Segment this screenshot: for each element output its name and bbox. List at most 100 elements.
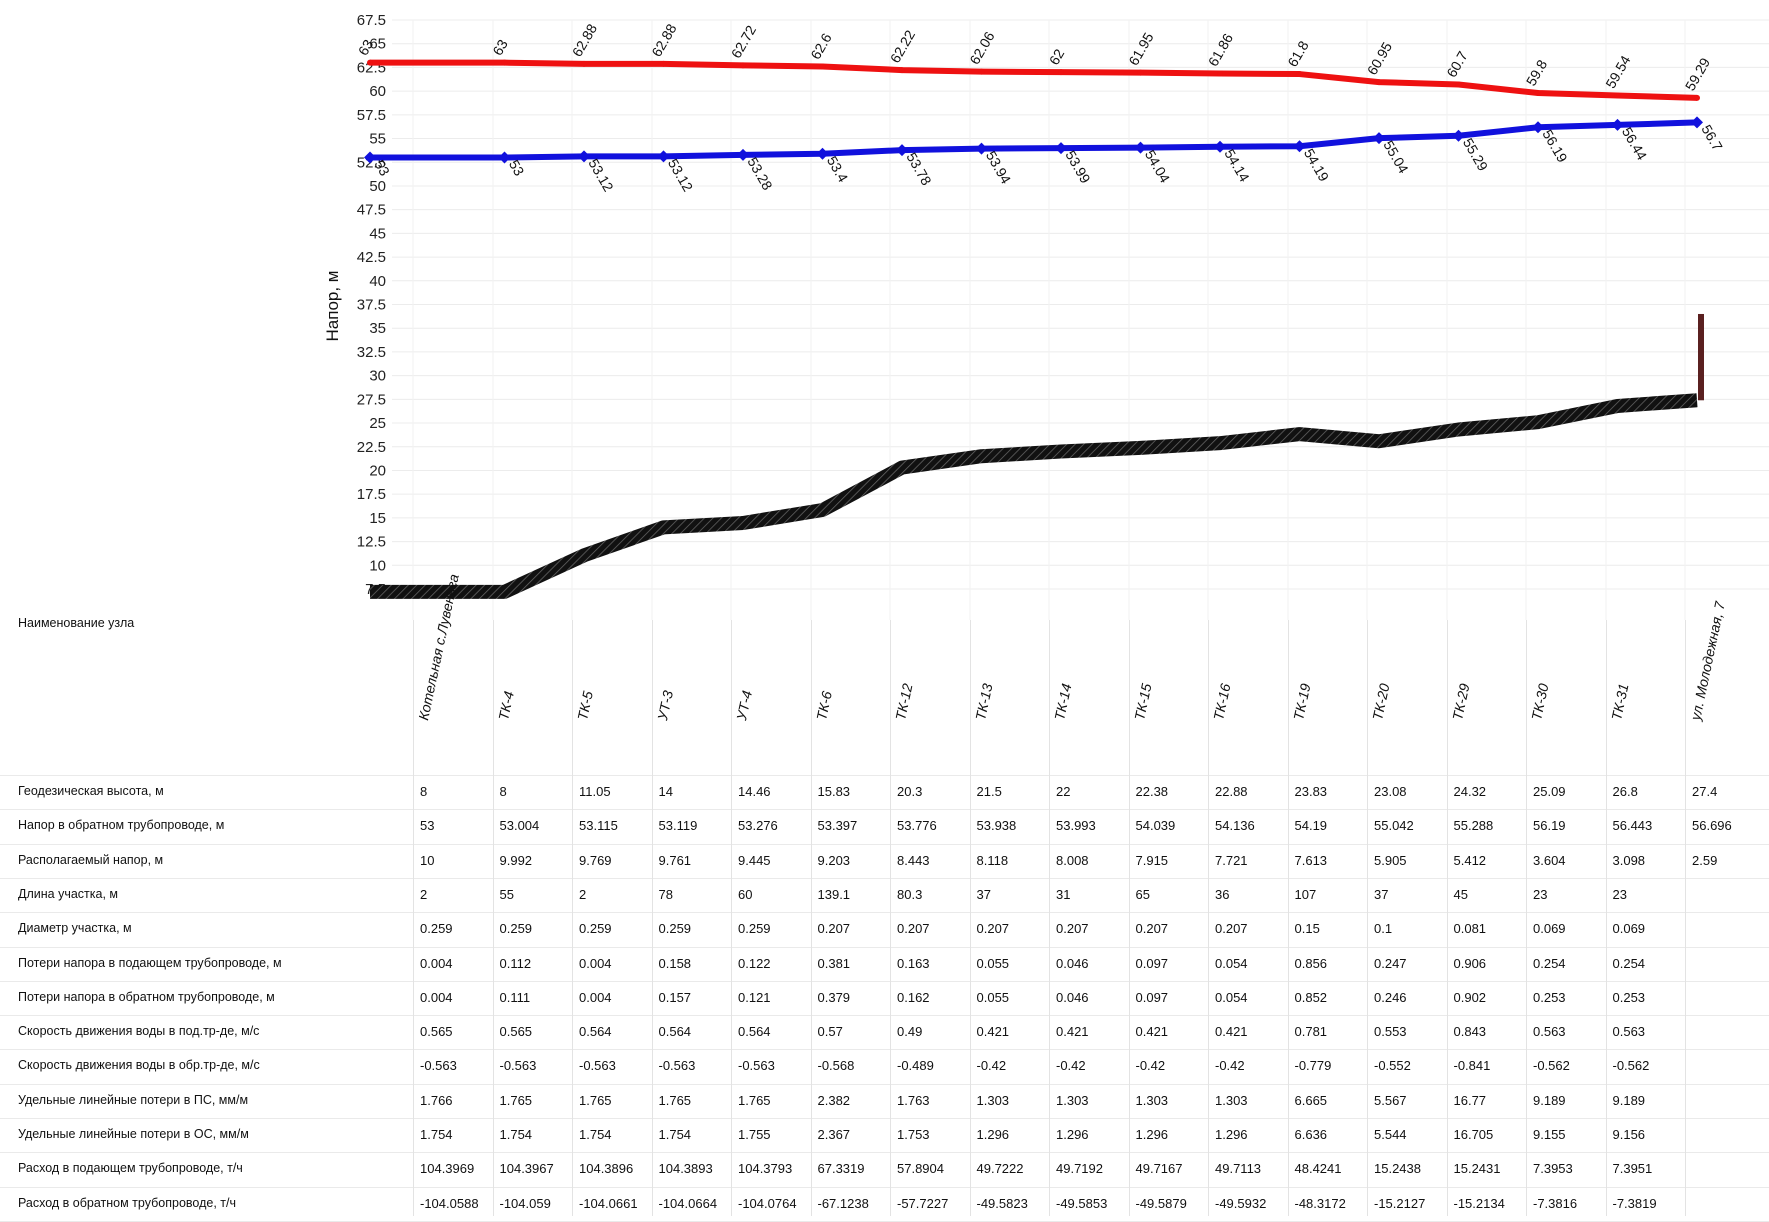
table-cell: 1.754	[420, 1127, 453, 1142]
series-point	[1535, 90, 1541, 97]
node-name: ТК-31	[1607, 682, 1632, 722]
series-return-line	[370, 119, 1698, 161]
table-cell: 56.19	[1533, 818, 1566, 834]
table-cell: 16.705	[1453, 1127, 1494, 1142]
node-name: ТК-29	[1448, 682, 1473, 722]
table-cell: 0.121	[738, 989, 771, 1005]
table-cell: 0.259	[579, 921, 612, 937]
table-cell: 0.111	[499, 989, 531, 1005]
table-cell: 0.852	[1294, 989, 1328, 1005]
table-cell: 3.604	[1533, 852, 1566, 868]
table-cell: 104.3969	[420, 1161, 475, 1177]
series-point	[1134, 141, 1147, 154]
table-cell: 1.765	[738, 1092, 771, 1108]
table-row-separator	[0, 1083, 1769, 1085]
table-cell: 23	[1533, 886, 1548, 902]
node-name: ТК-5	[574, 689, 596, 722]
table-cell: 49.7167	[1135, 1161, 1183, 1177]
table-cell: 0.259	[738, 921, 771, 937]
table-cell: 0.564	[579, 1024, 612, 1040]
table-cell: 53.938	[976, 818, 1017, 834]
table-cell: 0.207	[1056, 921, 1089, 937]
table-cell: 0.081	[1453, 921, 1487, 937]
table-column-separator	[731, 620, 732, 1216]
end-bar	[1698, 313, 1704, 401]
table-cell: 78	[658, 886, 673, 902]
table-cell: -104.059	[499, 1195, 551, 1211]
y-tick-label: 45	[369, 225, 386, 242]
point-label: 54.19	[1301, 146, 1332, 185]
table-cell: 37	[1374, 886, 1389, 902]
y-tick-label: 37.5	[357, 297, 386, 314]
table-cell: 9.189	[1533, 1092, 1566, 1108]
table-cell: 9.155	[1533, 1127, 1566, 1142]
table-cell: -67.1238	[817, 1195, 869, 1211]
table-cell: 57.8904	[897, 1161, 944, 1177]
table-cell: -0.841	[1453, 1058, 1491, 1074]
table-row-label: Удельные линейные потери в ОС, мм/м	[18, 1127, 249, 1141]
table-cell: -0.489	[897, 1058, 934, 1074]
table-cell: 15.2431	[1453, 1161, 1501, 1177]
table-cell: 53.004	[499, 818, 540, 834]
table-row-separator	[0, 1118, 1769, 1119]
node-name: ТК-30	[1528, 682, 1552, 722]
table-cell: 15.2438	[1374, 1161, 1421, 1177]
point-label: 63	[489, 37, 511, 59]
series-point	[1532, 121, 1544, 134]
table-cell: 23	[1612, 886, 1627, 902]
table-cell: 0.254	[1533, 955, 1566, 971]
table-cell: 22.38	[1135, 784, 1169, 799]
table-column-separator	[1606, 620, 1607, 1216]
table-cell: 0.054	[1215, 989, 1248, 1005]
table-cell: 0.054	[1215, 955, 1248, 971]
table-cell: 0.046	[1056, 955, 1089, 971]
table-cell: 0.069	[1612, 921, 1646, 937]
table-cell: 0.112	[499, 955, 532, 971]
point-label: 56.44	[1619, 124, 1650, 163]
table-cell: 9.761	[658, 852, 692, 868]
table-cell: 1.755	[738, 1127, 771, 1142]
table-cell: -0.563	[658, 1058, 696, 1074]
table-cell: 1.763	[897, 1092, 930, 1108]
table-cell: 1.296	[976, 1127, 1010, 1142]
table-cell: 0.259	[658, 921, 692, 937]
table-cell: 8.008	[1056, 852, 1089, 868]
series-point	[501, 59, 508, 66]
series-point	[498, 151, 511, 164]
table-cell: 0.004	[420, 955, 453, 971]
table-cell: 53.276	[738, 818, 778, 834]
point-label: 53.94	[983, 148, 1014, 187]
y-tick-label: 40	[369, 273, 386, 290]
table-cell: 49.7113	[1215, 1161, 1262, 1177]
table-cell: -0.552	[1374, 1058, 1411, 1074]
table-column-separator	[1685, 620, 1686, 1216]
table-cell: 9.156	[1612, 1127, 1646, 1142]
point-label: 61.86	[1205, 30, 1236, 69]
series-point	[975, 142, 988, 155]
series-point	[896, 144, 908, 157]
chart-series	[364, 59, 1704, 599]
series-point	[1373, 132, 1385, 145]
table-cell: 20.3	[897, 784, 923, 799]
table-column-separator	[811, 620, 812, 1216]
table-cell: 0.069	[1533, 921, 1566, 937]
table-cell: 7.3953	[1533, 1161, 1573, 1177]
point-label: 53.12	[665, 156, 696, 195]
table-cell: 0.563	[1533, 1024, 1566, 1040]
table-row-label: Скорость движения воды в под.тр-де, м/с	[18, 1024, 260, 1039]
table-cell: 55	[499, 886, 514, 902]
table-cell: 16.77	[1453, 1092, 1487, 1108]
table-cell: 22	[1056, 784, 1071, 799]
series-point	[899, 67, 905, 74]
table-cell: 2	[420, 886, 428, 902]
point-label: 53.99	[1062, 148, 1093, 187]
point-label: 53.4	[824, 153, 852, 185]
table-cell: 0.781	[1294, 1024, 1328, 1040]
table-cell: 23.08	[1374, 784, 1407, 799]
table-row-separator	[0, 843, 1769, 845]
node-name: ТК-13	[971, 682, 996, 722]
table-cell: -49.5853	[1056, 1195, 1108, 1211]
series-point	[1376, 79, 1382, 86]
table-column-separator	[493, 620, 494, 1216]
point-label: 54.04	[1142, 147, 1173, 186]
